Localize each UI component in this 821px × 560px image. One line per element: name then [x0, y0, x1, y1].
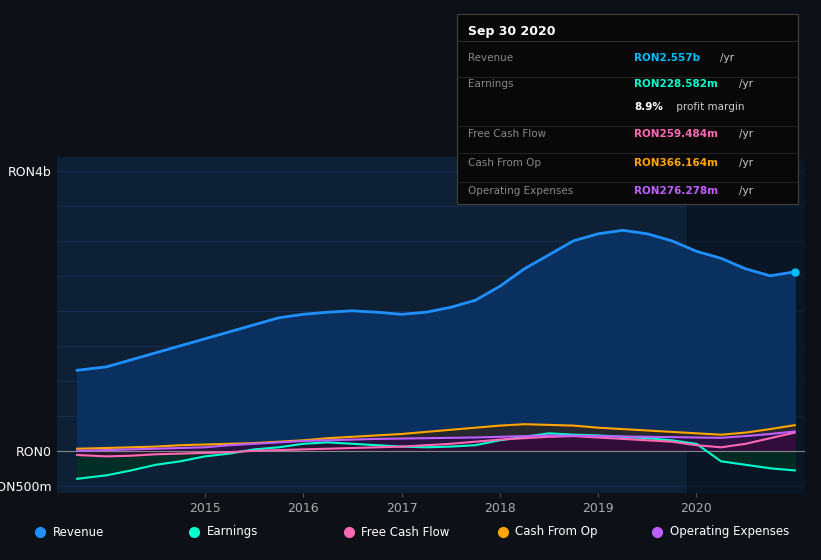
Text: Cash From Op: Cash From Op — [467, 157, 540, 167]
Text: Earnings: Earnings — [467, 80, 513, 90]
Text: /yr: /yr — [720, 53, 734, 63]
Text: Revenue: Revenue — [53, 525, 103, 539]
Text: Revenue: Revenue — [467, 53, 512, 63]
Text: Earnings: Earnings — [207, 525, 258, 539]
Text: /yr: /yr — [740, 157, 754, 167]
Text: RON276.278m: RON276.278m — [635, 186, 718, 196]
Text: RON259.484m: RON259.484m — [635, 129, 718, 139]
Bar — [686, 157, 805, 493]
Text: /yr: /yr — [740, 186, 754, 196]
Text: Sep 30 2020: Sep 30 2020 — [467, 25, 555, 39]
Text: /yr: /yr — [740, 129, 754, 139]
Text: Operating Expenses: Operating Expenses — [670, 525, 789, 539]
Text: RON2.557b: RON2.557b — [635, 53, 700, 63]
FancyBboxPatch shape — [457, 14, 798, 204]
Text: profit margin: profit margin — [672, 102, 744, 113]
Text: RON366.164m: RON366.164m — [635, 157, 718, 167]
Text: Free Cash Flow: Free Cash Flow — [467, 129, 546, 139]
Text: /yr: /yr — [740, 80, 754, 90]
Text: Free Cash Flow: Free Cash Flow — [361, 525, 449, 539]
Text: Operating Expenses: Operating Expenses — [467, 186, 573, 196]
Text: Cash From Op: Cash From Op — [516, 525, 598, 539]
Text: RON228.582m: RON228.582m — [635, 80, 718, 90]
Text: 8.9%: 8.9% — [635, 102, 663, 113]
